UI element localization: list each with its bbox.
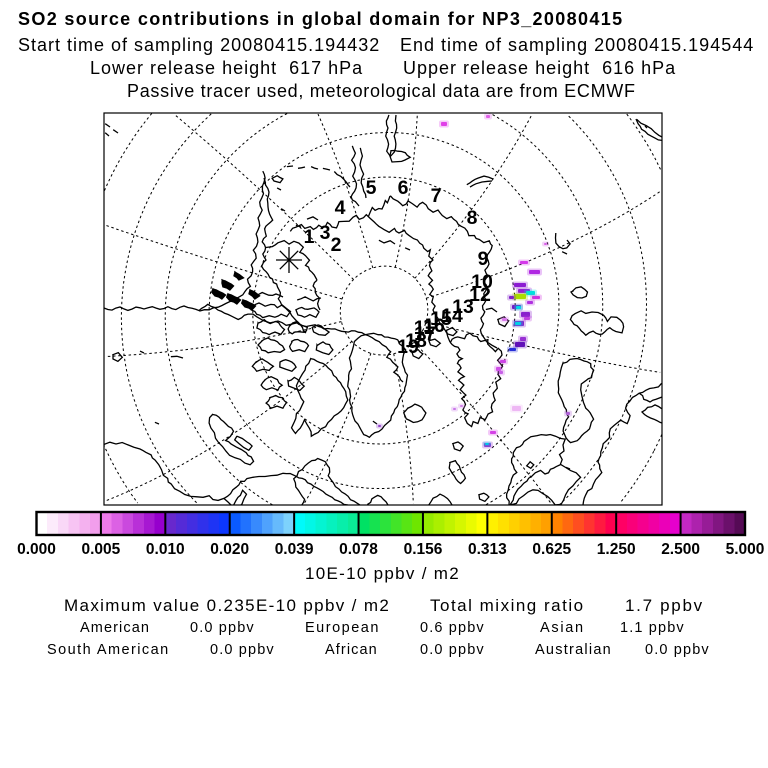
svg-text:0.078: 0.078 [339,541,378,558]
svg-text:1.1 ppbv: 1.1 ppbv [620,620,685,636]
svg-text:0.0 ppbv: 0.0 ppbv [420,642,485,658]
svg-text:0.0 ppbv: 0.0 ppbv [210,642,275,658]
svg-text:American: American [80,620,150,636]
svg-text:0.020: 0.020 [210,541,249,558]
svg-text:0.0 ppbv: 0.0 ppbv [190,620,255,636]
svg-text:0.000: 0.000 [17,541,56,558]
svg-text:0.0 ppbv: 0.0 ppbv [645,642,710,658]
svg-text:0.039: 0.039 [275,541,314,558]
svg-text:1: 1 [304,226,315,248]
svg-text:13: 13 [452,296,474,318]
svg-text:14: 14 [441,305,463,327]
svg-text:8: 8 [467,207,478,229]
svg-text:0.010: 0.010 [146,541,185,558]
svg-text:7: 7 [431,185,442,207]
svg-text:5: 5 [366,177,377,199]
svg-text:Total mixing ratio: Total mixing ratio [430,596,585,615]
svg-text:16: 16 [423,315,445,337]
svg-text:3: 3 [320,222,331,244]
svg-text:10E-10 ppbv / m2: 10E-10 ppbv / m2 [305,564,460,583]
svg-text:15: 15 [430,308,452,330]
svg-text:South American: South American [47,642,170,658]
svg-text:9: 9 [478,248,489,270]
svg-text:19: 19 [397,336,419,358]
svg-text:0.313: 0.313 [468,541,507,558]
svg-text:0.005: 0.005 [82,541,121,558]
svg-text:Maximum value 0.235E-10 ppbv: Maximum value 0.235E-10 ppbv / m2 [64,596,390,615]
svg-text:10: 10 [471,271,493,293]
svg-text:2.500: 2.500 [661,541,700,558]
svg-text:4: 4 [335,197,346,219]
svg-text:European: European [305,620,380,636]
svg-text:0.156: 0.156 [404,541,443,558]
svg-text:11: 11 [414,317,435,339]
svg-text:1.7 ppbv: 1.7 ppbv [625,596,704,615]
svg-text:17: 17 [414,323,436,345]
svg-text:African: African [325,642,378,658]
svg-text:6: 6 [398,177,409,199]
svg-text:0.6 ppbv: 0.6 ppbv [420,620,485,636]
svg-text:12: 12 [469,284,491,306]
svg-text:5.000: 5.000 [726,541,765,558]
svg-text:2: 2 [331,234,342,256]
svg-text:Asian: Asian [540,620,585,636]
svg-text:18: 18 [405,330,427,352]
svg-text:0.625: 0.625 [532,541,571,558]
svg-text:Australian: Australian [535,642,612,658]
svg-text:1.250: 1.250 [597,541,636,558]
